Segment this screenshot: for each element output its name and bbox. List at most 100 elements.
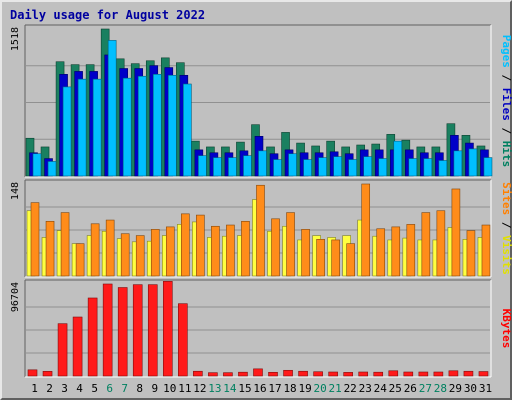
x-tick-label-day-23: 23 [359,382,372,395]
bar-kbytes-day-29 [448,370,459,377]
bar-sites-day-17 [271,218,280,277]
x-tick-label-day-4: 4 [76,382,83,395]
side-label-part: Sites [500,182,512,215]
y-axis-max-label: 96704 [10,282,21,312]
x-tick-label-day-27: 27 [419,382,432,395]
bar-sites-day-13 [211,225,220,277]
bar-pages-day-12 [198,155,207,177]
bar-pages-day-13 [213,157,222,177]
plot-area [25,280,491,377]
bar-pages-day-31 [483,157,493,177]
panel-visits-sites: 148 Sites / Visits [10,179,512,278]
bar-kbytes-day-15 [238,371,248,377]
bar-pages-day-1 [32,153,42,177]
side-label-part: Hits [500,141,512,168]
bar-sites-day-25 [391,226,401,277]
x-tick-label-day-17: 17 [268,382,281,395]
panel-side-label: Sites / Visits [500,182,512,275]
bar-sites-day-28 [436,210,446,277]
x-tick-label-day-13: 13 [208,382,221,395]
bar-pages-day-6 [107,40,117,177]
bar-sites-day-1 [30,202,40,277]
bar-kbytes-day-19 [298,370,308,377]
bar-kbytes-day-4 [72,316,83,377]
bar-sites-day-4 [75,243,85,277]
x-tick-label-day-7: 7 [121,382,128,395]
bar-sites-day-29 [451,188,461,277]
side-label-part: / [500,68,512,88]
bar-kbytes-day-6 [102,283,113,377]
x-tick-label-day-12: 12 [193,382,206,395]
bar-sites-day-18 [286,212,295,277]
x-tick-label-day-8: 8 [136,382,143,395]
bar-kbytes-day-24 [373,371,384,377]
bar-kbytes-day-7 [117,287,128,377]
x-tick-label-day-28: 28 [434,382,447,395]
x-tick-label-day-30: 30 [464,382,477,395]
chart-title: Daily usage for August 2022 [10,8,205,22]
bar-kbytes-day-1 [27,369,38,377]
x-tick-label-day-26: 26 [404,382,417,395]
bar-pages-day-23 [363,156,373,177]
x-tick-label-day-1: 1 [31,382,38,395]
bar-pages-day-4 [77,78,87,177]
bar-pages-day-19 [303,159,312,177]
bar-kbytes-day-27 [418,371,429,377]
bar-kbytes-day-3 [57,323,68,377]
panel-kbytes: 96704 KBytes [10,279,512,378]
x-tick-label-day-20: 20 [314,382,327,395]
bar-sites-day-23 [361,183,371,277]
y-axis-max-label: 1518 [10,27,21,51]
bar-sites-day-6 [105,219,115,277]
x-axis-labels: 1 2 3 4 5 6 7 8 9 10 11 12 13 14 15 16 17 18 19 20 21 22 23 24 2… [31,382,492,395]
bar-sites-day-5 [90,223,100,277]
bar-pages-day-22 [348,159,357,177]
bar-pages-day-8 [137,75,147,177]
side-label-part: / [500,215,512,235]
bar-kbytes-day-2 [42,371,53,377]
bar-sites-day-12 [196,214,205,277]
side-label-part: KBytes [500,309,512,349]
bar-pages-day-24 [378,158,388,177]
bar-kbytes-day-21 [328,371,338,377]
x-tick-label-day-29: 29 [449,382,462,395]
bar-pages-day-9 [152,74,162,177]
bar-sites-day-27 [421,212,431,277]
x-tick-label-day-19: 19 [298,382,311,395]
x-tick-label-day-24: 24 [374,382,388,395]
bar-pages-day-30 [468,148,478,177]
bar-sites-day-31 [481,224,491,277]
x-tick-label-day-22: 22 [344,382,357,395]
x-tick-label-day-16: 16 [253,382,266,395]
panel-hits-files-pages: 1518 Pages / Files / Hits [10,24,512,178]
x-tick-label-day-31: 31 [479,382,492,395]
bar-sites-day-10 [165,226,175,277]
bar-pages-day-15 [243,155,252,177]
x-tick-label-day-2: 2 [46,382,53,395]
side-label-part: Pages [500,35,512,68]
bar-pages-day-25 [393,140,403,177]
bar-pages-day-18 [288,153,297,177]
bar-pages-day-3 [62,86,72,177]
bar-pages-day-17 [273,159,282,177]
bar-pages-day-7 [122,77,132,177]
bar-pages-day-28 [438,160,448,177]
panel-side-label: Pages / Files / Hits [500,35,512,168]
bar-kbytes-day-11 [178,303,188,377]
x-tick-label-day-15: 15 [238,382,251,395]
bar-pages-day-16 [258,150,267,177]
bar-sites-day-9 [150,229,160,277]
bar-kbytes-day-25 [388,370,399,377]
bar-pages-day-5 [92,78,102,177]
bar-sites-day-11 [181,213,190,277]
bar-kbytes-day-30 [463,370,474,377]
side-label-part: / [500,121,512,141]
bar-pages-day-14 [228,157,237,177]
bar-sites-day-14 [226,224,235,277]
bar-pages-day-20 [318,157,327,177]
x-tick-label-day-21: 21 [329,382,342,395]
x-tick-label-day-5: 5 [91,382,98,395]
x-tick-label-day-14: 14 [223,382,237,395]
bar-kbytes-day-26 [403,371,414,377]
